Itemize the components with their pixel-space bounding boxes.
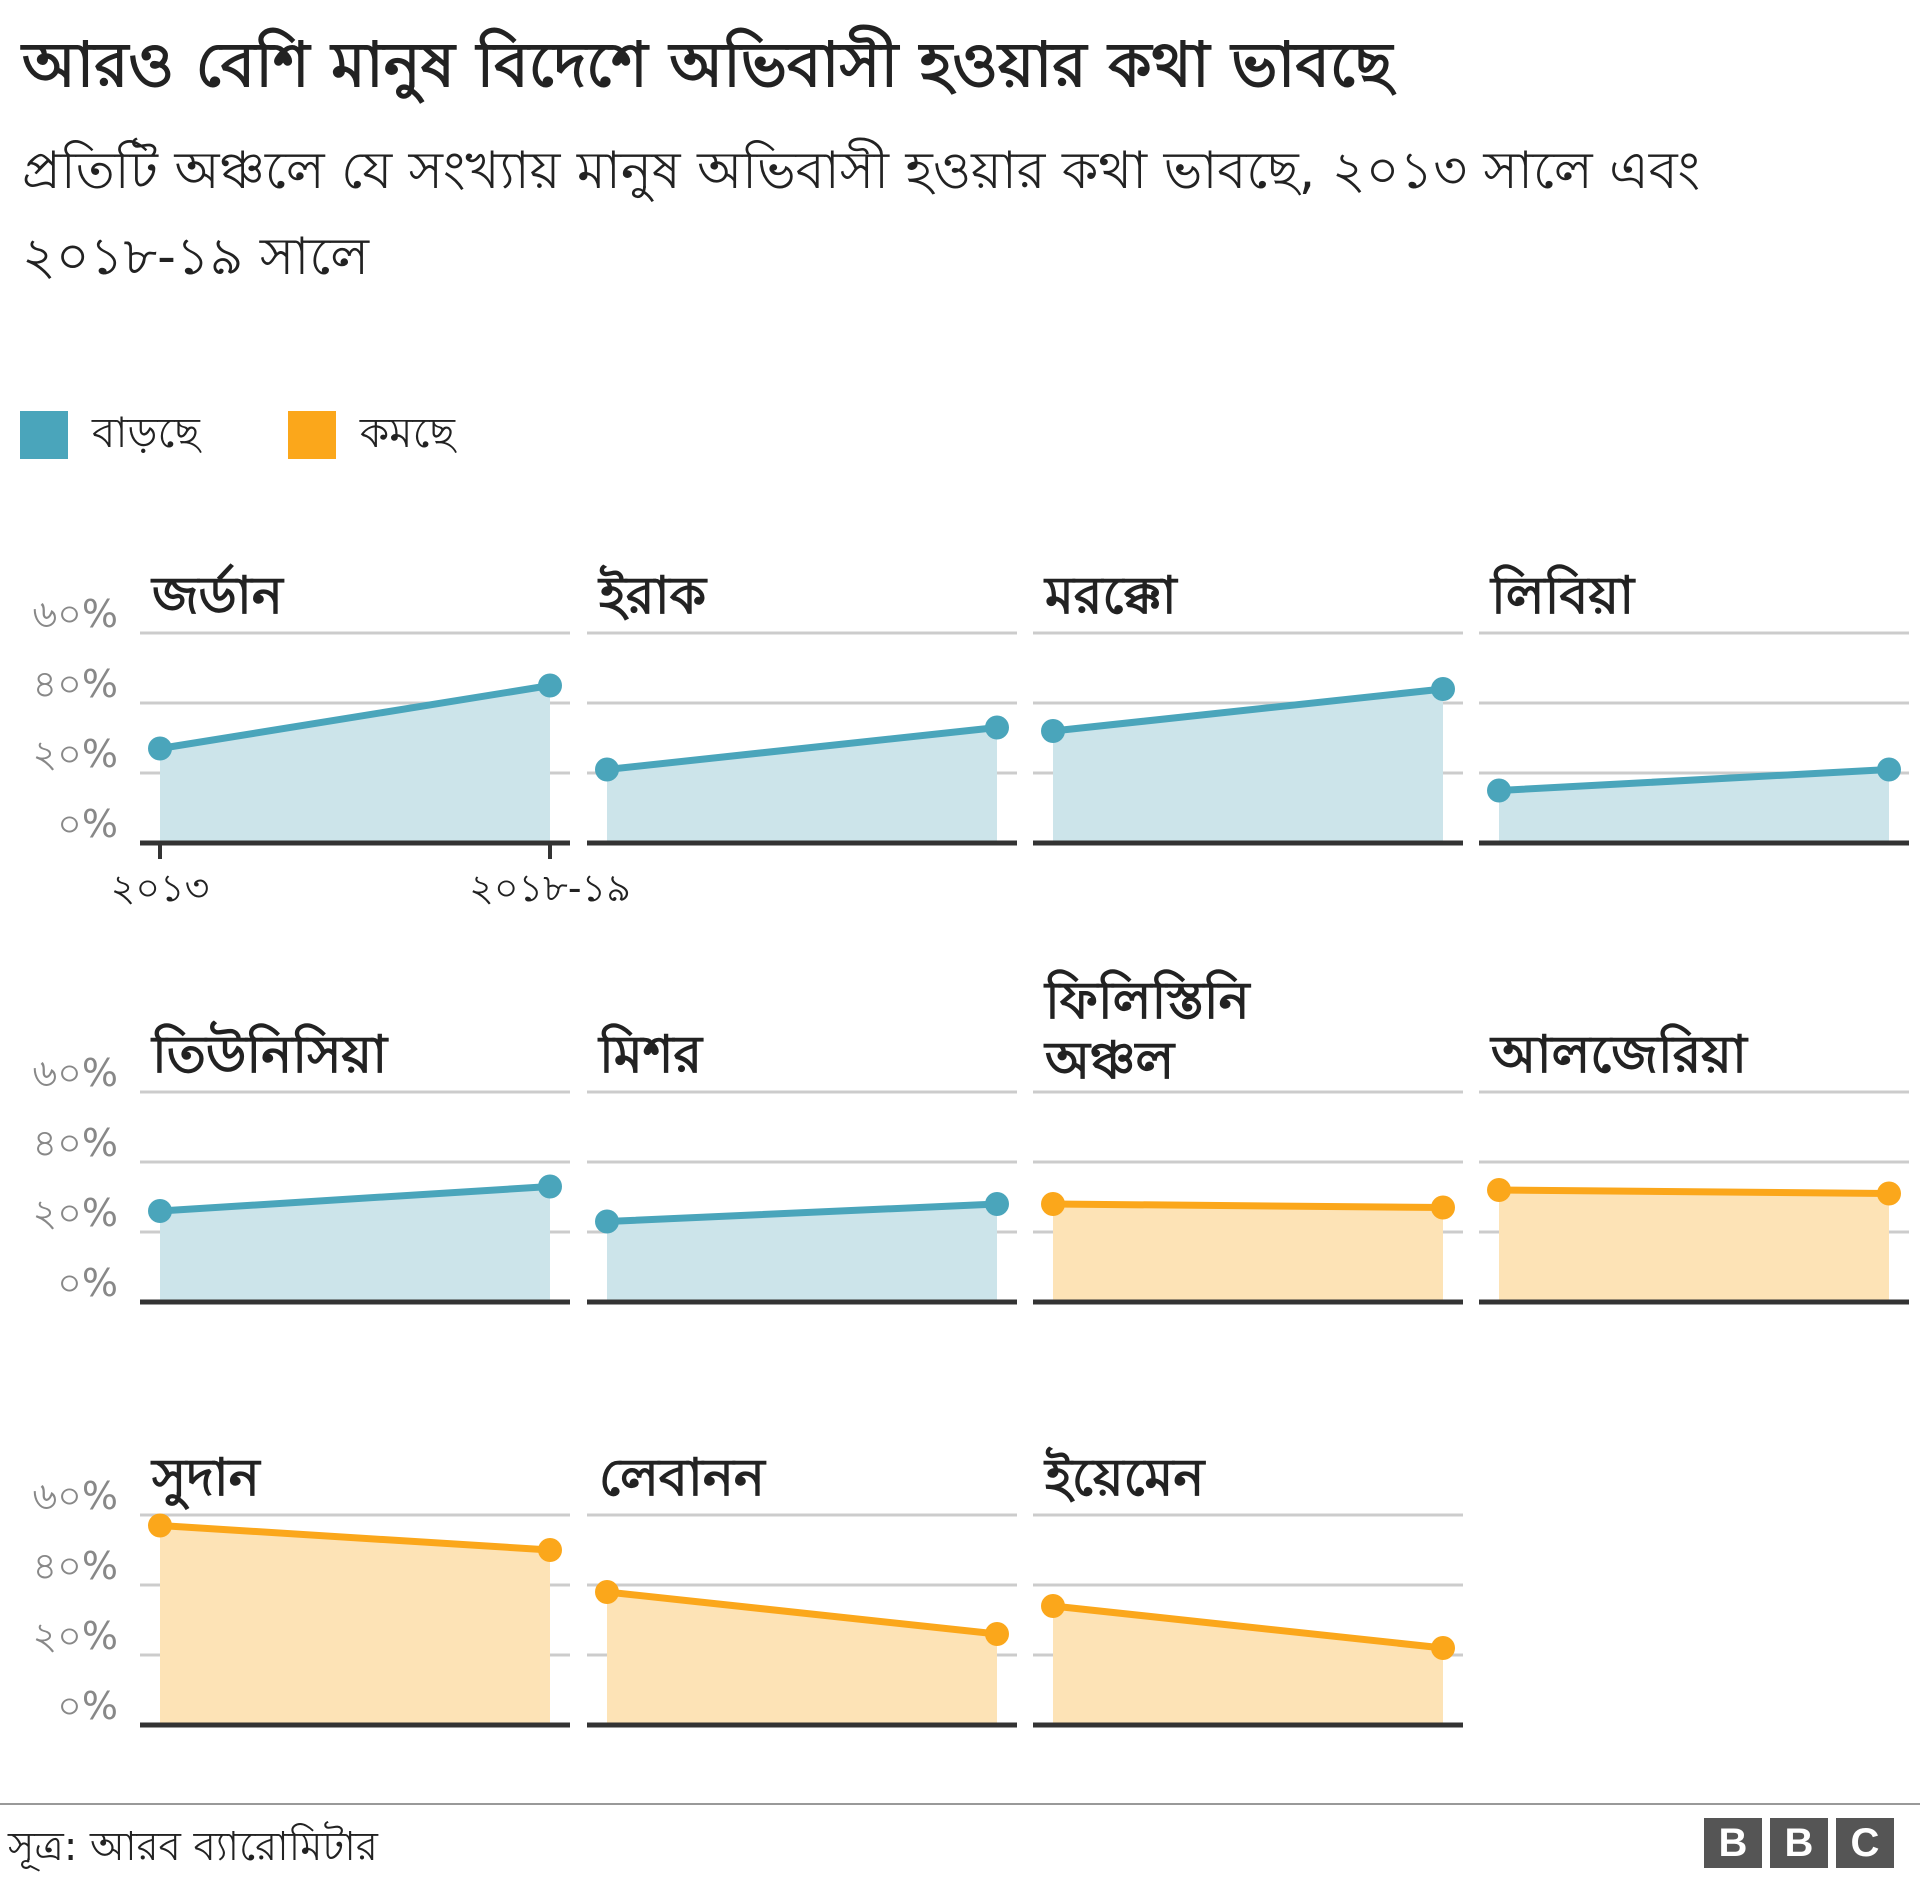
data-point-2013 — [1487, 778, 1511, 803]
area-fill — [160, 1525, 550, 1725]
source-note: সূত্র: আরব ব্যারোমিটার — [8, 1824, 378, 1870]
area-fill — [607, 727, 997, 843]
data-point-2018-19 — [985, 1622, 1009, 1646]
data-point-2018-19 — [1431, 1195, 1455, 1220]
data-point-2018-19 — [1877, 1181, 1901, 1206]
panel-title: লেবানন — [599, 1448, 767, 1508]
bbc-logo-block: C — [1836, 1818, 1894, 1868]
panel-title: ইয়েমেন — [1043, 1447, 1206, 1508]
y-tick-label: ৬০% — [32, 1474, 118, 1518]
bbc-logo-block: B — [1770, 1818, 1828, 1868]
trend-line — [603, 1200, 1001, 1225]
y-tick-label: ০% — [57, 802, 118, 846]
y-tick-label: ০% — [57, 1684, 118, 1728]
legend-swatch-decrease — [287, 411, 336, 459]
trend-line — [603, 1588, 1001, 1638]
footer-divider — [0, 1803, 1920, 1805]
data-point-2013 — [148, 1199, 172, 1223]
data-point-2018-19 — [538, 1174, 562, 1199]
trend-line — [1495, 1186, 1893, 1197]
data-point-2013 — [1041, 1594, 1065, 1618]
area-fill — [607, 1204, 997, 1302]
data-point-2013 — [1041, 719, 1065, 743]
trend-line — [603, 724, 1001, 773]
panel-title: জর্ডান — [150, 562, 285, 626]
panel-title: আলজেরিয়া — [1489, 1023, 1749, 1085]
data-point-2013 — [595, 1209, 619, 1234]
data-point-2018-19 — [985, 1192, 1009, 1216]
area-fill — [160, 685, 550, 843]
panel-title: লিবিয়া — [1489, 564, 1636, 626]
trend-line — [1049, 685, 1447, 735]
legend-swatch-increase — [20, 411, 68, 459]
trend-line — [156, 682, 554, 752]
trend-line — [1049, 1602, 1447, 1652]
area-fill — [160, 1186, 550, 1302]
y-tick-label: ৪০% — [33, 1544, 118, 1588]
area-fill — [1499, 1190, 1889, 1302]
panel-title: সুদান — [150, 1448, 262, 1511]
data-point-2018-19 — [538, 1538, 562, 1562]
x-tick-label: ২০১৮-১৯ — [469, 866, 631, 910]
legend-label-decrease: কমছে — [359, 407, 455, 457]
panel-title: তিউনিসিয়া — [150, 1021, 389, 1085]
trend-line — [1495, 766, 1893, 794]
legend: বাড়ছে কমছে — [20, 408, 543, 460]
trend-line — [156, 1183, 554, 1215]
y-tick-label: ৪০% — [33, 1121, 118, 1165]
panel-title-line: ফিলিস্তিনি — [1043, 969, 1252, 1031]
legend-item-decrease: কমছে — [287, 400, 455, 471]
data-point-2018-19 — [1431, 677, 1455, 701]
bbc-logo-block: B — [1704, 1818, 1762, 1868]
data-point-2013 — [148, 736, 172, 761]
data-point-2013 — [148, 1513, 172, 1538]
data-point-2013 — [1041, 1192, 1065, 1216]
y-tick-label: ২০% — [32, 1614, 118, 1658]
legend-item-increase: বাড়ছে — [20, 400, 200, 471]
data-point-2018-19 — [1877, 757, 1901, 782]
bbc-logo: B B C — [1704, 1818, 1894, 1868]
data-point-2018-19 — [985, 715, 1009, 740]
y-tick-label: ৪০% — [33, 662, 118, 706]
data-point-2013 — [595, 757, 619, 782]
data-point-2013 — [1487, 1178, 1511, 1202]
chart-title: আরও বেশি মানুষ বিদেশে অভিবাসী হওয়ার কথা… — [22, 28, 1393, 101]
area-fill — [1053, 689, 1443, 843]
y-tick-label: ৬০% — [32, 592, 118, 636]
data-point-2018-19 — [1431, 1636, 1455, 1660]
area-fill — [1053, 1204, 1443, 1302]
y-tick-label: ২০% — [32, 732, 118, 776]
y-tick-label: ২০% — [32, 1191, 118, 1235]
chart-subtitle: প্রতিটি অঞ্চলে যে সংখ্যায় মানুষ অভিবাসী… — [22, 141, 1701, 287]
trend-line — [156, 1522, 554, 1554]
legend-label-increase: বাড়ছে — [92, 407, 200, 457]
data-point-2018-19 — [538, 673, 562, 698]
trend-line — [1049, 1200, 1447, 1211]
data-point-2013 — [595, 1580, 619, 1604]
panel-title: মরক্কো — [1043, 566, 1179, 626]
panel-title: মিশর — [597, 1023, 705, 1085]
y-tick-label: ০% — [57, 1261, 118, 1305]
panel-title-line: অঞ্চল — [1043, 1031, 1176, 1091]
area-fill — [1053, 1606, 1443, 1725]
y-tick-label: ৬০% — [32, 1051, 118, 1095]
x-tick-label: ২০১৩ — [111, 866, 210, 910]
panel-title: ইরাক — [597, 565, 708, 626]
